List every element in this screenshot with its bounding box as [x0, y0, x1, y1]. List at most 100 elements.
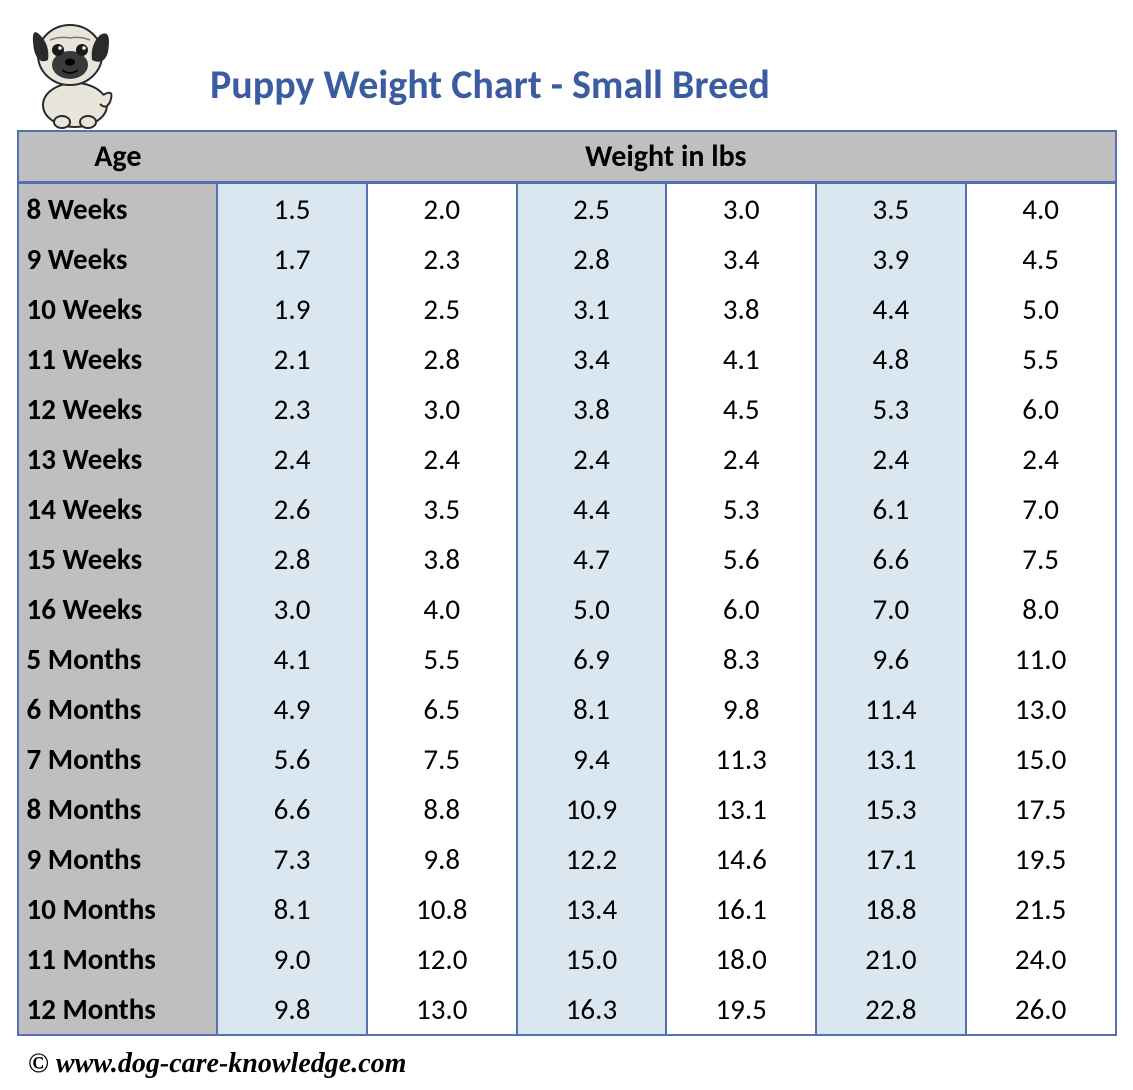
weight-cell: 6.5: [367, 684, 517, 734]
weight-cell: 13.1: [816, 734, 966, 784]
age-cell: 14 Weeks: [18, 484, 218, 534]
table-row: 8 Months6.68.810.913.115.317.5: [18, 784, 1116, 834]
weight-cell: 1.7: [217, 234, 367, 284]
weight-cell: 4.8: [816, 334, 966, 384]
weight-cell: 12.2: [517, 834, 667, 884]
weight-column-header: Weight in lbs: [217, 131, 1115, 183]
weight-cell: 17.5: [966, 784, 1116, 834]
header: Puppy Weight Chart - Small Breed: [10, 10, 1123, 130]
age-cell: 9 Months: [18, 834, 218, 884]
weight-cell: 6.0: [666, 584, 816, 634]
weight-cell: 13.0: [367, 984, 517, 1035]
weight-cell: 11.4: [816, 684, 966, 734]
weight-cell: 6.6: [217, 784, 367, 834]
table-row: 14 Weeks2.63.54.45.36.17.0: [18, 484, 1116, 534]
weight-cell: 3.5: [367, 484, 517, 534]
age-cell: 10 Weeks: [18, 284, 218, 334]
weight-cell: 5.0: [966, 284, 1116, 334]
table-row: 15 Weeks2.83.84.75.66.67.5: [18, 534, 1116, 584]
weight-cell: 4.5: [666, 384, 816, 434]
weight-cell: 12.0: [367, 934, 517, 984]
weight-cell: 2.4: [666, 434, 816, 484]
weight-cell: 9.0: [217, 934, 367, 984]
age-cell: 11 Months: [18, 934, 218, 984]
copyright-footer: © www.dog-care-knowledge.com: [28, 1048, 1123, 1080]
weight-cell: 5.6: [666, 534, 816, 584]
weight-cell: 2.6: [217, 484, 367, 534]
weight-cell: 3.0: [217, 584, 367, 634]
table-row: 9 Weeks1.72.32.83.43.94.5: [18, 234, 1116, 284]
weight-cell: 2.4: [816, 434, 966, 484]
weight-cell: 13.1: [666, 784, 816, 834]
pug-dog-icon: [20, 10, 130, 130]
age-cell: 5 Months: [18, 634, 218, 684]
weight-cell: 21.5: [966, 884, 1116, 934]
weight-cell: 4.4: [816, 284, 966, 334]
chart-title: Puppy Weight Chart - Small Breed: [210, 60, 770, 109]
weight-cell: 2.5: [367, 284, 517, 334]
weight-cell: 1.5: [217, 183, 367, 235]
weight-cell: 5.0: [517, 584, 667, 634]
table-row: 7 Months5.67.59.411.313.115.0: [18, 734, 1116, 784]
age-cell: 15 Weeks: [18, 534, 218, 584]
weight-cell: 15.0: [517, 934, 667, 984]
table-row: 13 Weeks2.42.42.42.42.42.4: [18, 434, 1116, 484]
age-cell: 13 Weeks: [18, 434, 218, 484]
age-cell: 12 Months: [18, 984, 218, 1035]
weight-cell: 3.8: [367, 534, 517, 584]
table-row: 12 Months9.813.016.319.522.826.0: [18, 984, 1116, 1035]
weight-cell: 2.1: [217, 334, 367, 384]
weight-cell: 6.1: [816, 484, 966, 534]
age-cell: 8 Months: [18, 784, 218, 834]
weight-cell: 4.4: [517, 484, 667, 534]
weight-cell: 9.8: [217, 984, 367, 1035]
weight-cell: 2.4: [217, 434, 367, 484]
table-row: 5 Months4.15.56.98.39.611.0: [18, 634, 1116, 684]
table-row: 12 Weeks2.33.03.84.55.36.0: [18, 384, 1116, 434]
weight-cell: 5.6: [217, 734, 367, 784]
weight-cell: 8.1: [217, 884, 367, 934]
weight-cell: 2.4: [367, 434, 517, 484]
weight-cell: 1.9: [217, 284, 367, 334]
weight-cell: 21.0: [816, 934, 966, 984]
age-cell: 11 Weeks: [18, 334, 218, 384]
table-row: 10 Months8.110.813.416.118.821.5: [18, 884, 1116, 934]
weight-cell: 4.7: [517, 534, 667, 584]
weight-cell: 9.8: [367, 834, 517, 884]
weight-cell: 7.0: [816, 584, 966, 634]
weight-cell: 15.3: [816, 784, 966, 834]
weight-cell: 3.4: [517, 334, 667, 384]
weight-cell: 9.6: [816, 634, 966, 684]
weight-cell: 16.3: [517, 984, 667, 1035]
weight-cell: 3.0: [367, 384, 517, 434]
age-cell: 7 Months: [18, 734, 218, 784]
weight-cell: 13.4: [517, 884, 667, 934]
weight-cell: 4.1: [666, 334, 816, 384]
weight-cell: 2.0: [367, 183, 517, 235]
weight-cell: 15.0: [966, 734, 1116, 784]
weight-cell: 9.4: [517, 734, 667, 784]
weight-cell: 7.5: [367, 734, 517, 784]
weight-cell: 6.0: [966, 384, 1116, 434]
age-cell: 12 Weeks: [18, 384, 218, 434]
weight-cell: 7.3: [217, 834, 367, 884]
weight-cell: 18.0: [666, 934, 816, 984]
age-cell: 16 Weeks: [18, 584, 218, 634]
weight-cell: 14.6: [666, 834, 816, 884]
weight-cell: 3.8: [517, 384, 667, 434]
weight-cell: 8.0: [966, 584, 1116, 634]
table-row: 9 Months7.39.812.214.617.119.5: [18, 834, 1116, 884]
weight-cell: 4.9: [217, 684, 367, 734]
table-row: 8 Weeks1.52.02.53.03.54.0: [18, 183, 1116, 235]
weight-cell: 8.1: [517, 684, 667, 734]
weight-cell: 22.8: [816, 984, 966, 1035]
table-row: 10 Weeks1.92.53.13.84.45.0: [18, 284, 1116, 334]
weight-cell: 3.5: [816, 183, 966, 235]
weight-cell: 5.5: [966, 334, 1116, 384]
weight-cell: 7.5: [966, 534, 1116, 584]
weight-cell: 4.0: [367, 584, 517, 634]
weight-cell: 3.8: [666, 284, 816, 334]
weight-cell: 26.0: [966, 984, 1116, 1035]
weight-cell: 8.3: [666, 634, 816, 684]
weight-cell: 4.1: [217, 634, 367, 684]
